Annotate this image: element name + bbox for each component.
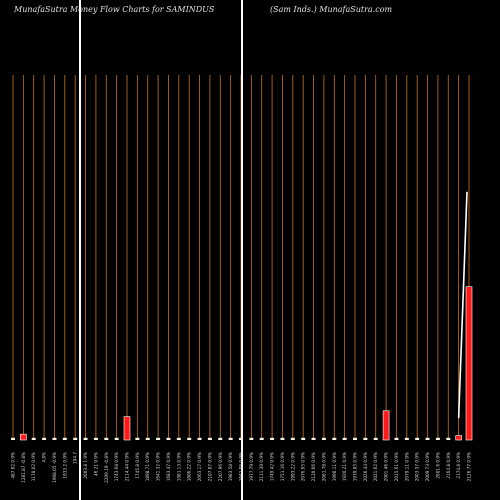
bar <box>363 437 368 440</box>
bar <box>332 437 337 440</box>
bar <box>114 437 119 440</box>
x-tick-label: 2003.8 1.9% <box>83 452 88 479</box>
x-tick-label: 487.62 0.9% <box>11 452 16 479</box>
bar <box>176 437 181 440</box>
x-tick-label: 2114.44 0.9% <box>125 452 130 481</box>
bar <box>93 437 98 440</box>
chart-subtitle: (Sam Inds.) MunafaSutra.com <box>270 5 393 14</box>
x-tick-label: 1990.11 0.9% <box>332 452 337 481</box>
x-tick-label: 2063.17 0.9% <box>197 452 202 481</box>
x-tick-label: 1920.21 0.9% <box>342 452 347 481</box>
x-tick-label: 2111.39 0.9% <box>259 452 264 481</box>
chart-title: MunafaSutra Money Flow Charts for SAMIND… <box>14 5 215 14</box>
x-tick-label: 2079.11 0.9% <box>404 452 409 481</box>
x-tick-label: 1683.47 0.9% <box>166 452 171 481</box>
bar <box>321 437 326 440</box>
x-tick-label: 2076.95 0.9% <box>301 452 306 481</box>
x-tick-label: 2120.66 0.9% <box>311 452 316 481</box>
bar <box>311 437 316 440</box>
bars <box>11 286 473 441</box>
bar <box>135 437 140 440</box>
x-tick-label: 1993.22 0.9% <box>290 452 295 481</box>
bar <box>123 416 131 441</box>
x-tick-label: 1745.8 0.9% <box>135 452 140 479</box>
x-tick-label: 2001.46 0.9% <box>384 452 389 481</box>
bar <box>249 437 254 440</box>
x-tick-label: 2164.8 0.9% <box>446 452 451 479</box>
x-tick-label: 1977.79 0.9% <box>249 452 254 481</box>
x-tick-label: 2001.6 0.9% <box>435 452 440 479</box>
bar <box>52 437 57 440</box>
bar <box>104 437 109 440</box>
bar <box>259 437 264 440</box>
x-tick-label: 2209.19 -0.8% <box>104 452 109 483</box>
bar <box>187 437 192 440</box>
x-tick-label: 2009.73 0.9% <box>425 452 430 481</box>
bar <box>446 437 451 440</box>
bar <box>404 437 409 440</box>
x-tick-label: 1751.16 0.9% <box>280 452 285 481</box>
bar <box>42 437 47 440</box>
bar <box>415 437 420 440</box>
bar <box>455 435 462 441</box>
bar <box>218 437 223 440</box>
x-tick-label: 46.21 0.9% <box>93 452 98 476</box>
x-tick-label: 1641.32 0.9% <box>156 452 161 481</box>
x-tick-label: 2107.07 0.9% <box>207 452 212 481</box>
x-tick-label: 1898.71 0.9% <box>145 452 150 481</box>
x-tick-labels: 487.62 0.9% 1281.87 -0.8% 1178.02 0.9% 4.8%… <box>11 452 472 483</box>
marker-lines <box>79 0 243 500</box>
bar <box>166 437 171 440</box>
x-tick-label: 4.8% <box>42 452 47 463</box>
x-tick-label: 1939.85 0.9% <box>353 452 358 481</box>
x-tick-label: 1178.02 0.9% <box>31 452 36 481</box>
bar <box>20 433 27 441</box>
x-tick-label: 1908.05 -0.9% <box>52 452 57 483</box>
bar <box>301 437 306 440</box>
bar <box>11 437 15 440</box>
x-tick-label: 1806.22 0.9% <box>187 452 192 481</box>
bar <box>207 437 212 440</box>
bar <box>373 437 378 440</box>
x-tick-label: 2126.77 0.9% <box>467 452 472 481</box>
bar <box>353 437 357 440</box>
x-tick-label: 1981.13 0.9% <box>176 452 181 481</box>
bar <box>435 437 440 440</box>
bar <box>73 437 78 440</box>
bar <box>228 437 233 440</box>
bar <box>290 437 295 440</box>
bar <box>145 437 150 440</box>
x-tick-label: 2207.96 0.9% <box>218 452 223 481</box>
bar <box>394 437 399 440</box>
x-tick-label: 1983.58 0.9% <box>228 452 233 481</box>
x-tick-label: 1749.42 0.9% <box>270 452 275 481</box>
x-tick-label: 1933.2 0.9% <box>62 452 67 479</box>
x-tick-label: 2021.62 0.9% <box>373 452 378 481</box>
bar <box>270 437 275 440</box>
bar <box>31 437 36 440</box>
x-tick-label: 194.7 <box>73 452 78 464</box>
bar <box>239 437 243 440</box>
x-tick-label: 2081.78 0.9% <box>321 452 326 481</box>
trend-line-layer <box>457 191 468 419</box>
x-tick-label: 2015.61 0.9% <box>394 452 399 481</box>
bar <box>197 437 202 440</box>
bar <box>342 437 347 440</box>
bar <box>425 437 430 440</box>
bar <box>465 286 473 441</box>
x-tick-label: 1941.05 0.9% <box>239 452 244 481</box>
x-tick-label: 2174.8 0.9% <box>456 452 461 479</box>
x-tick-label: 2026.44 0.9% <box>363 452 368 481</box>
bar <box>83 437 88 440</box>
bar <box>382 410 390 441</box>
bar <box>62 437 67 440</box>
bar <box>156 437 161 440</box>
bar <box>280 437 285 440</box>
x-tick-label: 1743.68 0.9% <box>114 452 119 481</box>
trend-line <box>457 191 468 419</box>
x-tick-label: 2003.57 0.9% <box>415 452 420 481</box>
x-tick-label: 1281.87 -0.8% <box>21 452 26 483</box>
